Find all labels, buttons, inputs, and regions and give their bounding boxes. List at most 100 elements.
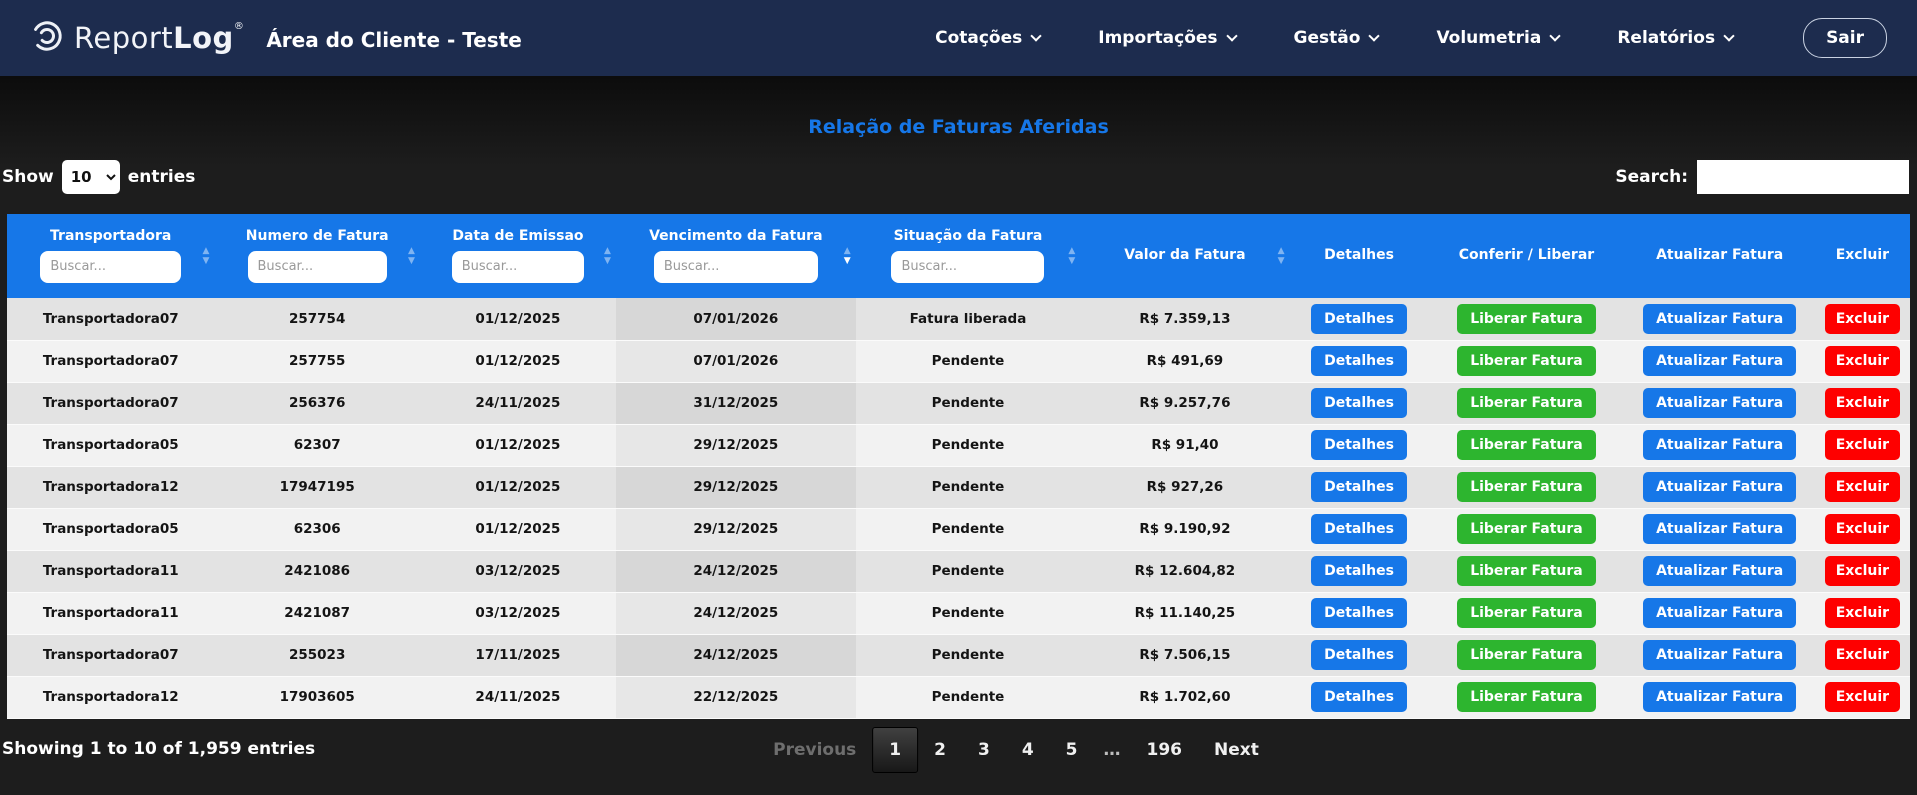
liberar-fatura-button[interactable]: Liberar Fatura	[1457, 472, 1596, 502]
liberar-fatura-button[interactable]: Liberar Fatura	[1457, 514, 1596, 544]
sort-arrows-icon[interactable]: ▲ ▼	[1068, 246, 1076, 266]
column-header-atualizar_fatura: Atualizar Fatura	[1624, 214, 1815, 298]
filter-input-situacao[interactable]	[891, 250, 1045, 283]
nav-item-relatorios[interactable]: Relatórios	[1617, 28, 1735, 48]
detalhes-button[interactable]: Detalhes	[1311, 598, 1407, 628]
liberar-fatura-button[interactable]: Liberar Fatura	[1457, 556, 1596, 586]
sort-arrows-icon[interactable]: ▲ ▼	[843, 246, 851, 266]
cell-action-detalhes: Detalhes	[1289, 340, 1429, 383]
detalhes-button[interactable]: Detalhes	[1311, 346, 1407, 376]
detalhes-button[interactable]: Detalhes	[1311, 640, 1407, 670]
column-header-vencimento[interactable]: Vencimento da Fatura ▲▼	[615, 214, 856, 298]
atualizar-fatura-button[interactable]: Atualizar Fatura	[1643, 346, 1797, 376]
cell-action-liberar: Liberar Fatura	[1428, 676, 1625, 719]
atualizar-fatura-button[interactable]: Atualizar Fatura	[1643, 472, 1797, 502]
filter-input-data_emissao[interactable]	[451, 250, 585, 283]
chevron-down-icon	[1225, 30, 1238, 42]
nav-item-label: Volumetria	[1436, 28, 1542, 48]
liberar-fatura-button[interactable]: Liberar Fatura	[1457, 430, 1596, 460]
nav-item-gestao[interactable]: Gestão	[1294, 28, 1381, 48]
page-title: Área do Cliente - Teste	[266, 27, 522, 52]
cell-transportadora: Transportadora07	[7, 382, 215, 425]
main-content: Relação de Faturas Aferidas Show 10 entr…	[0, 76, 1917, 795]
cell-action-excluir: Excluir	[1814, 424, 1910, 467]
atualizar-fatura-button[interactable]: Atualizar Fatura	[1643, 640, 1797, 670]
filter-input-numero_fatura[interactable]	[247, 250, 387, 283]
detalhes-button[interactable]: Detalhes	[1311, 472, 1407, 502]
liberar-fatura-button[interactable]: Liberar Fatura	[1457, 388, 1596, 418]
sort-arrows-icon[interactable]: ▲ ▼	[604, 246, 611, 266]
cell-transportadora: Transportadora05	[7, 424, 215, 467]
excluir-button[interactable]: Excluir	[1824, 514, 1901, 544]
column-header-transportadora[interactable]: Transportadora ▲▼	[7, 214, 215, 298]
filter-input-vencimento[interactable]	[653, 250, 818, 283]
table-row: Transportadora05 62307 01/12/2025 29/12/202…	[7, 424, 1910, 467]
cell-data_emissao: 01/12/2025	[419, 340, 616, 383]
atualizar-fatura-button[interactable]: Atualizar Fatura	[1643, 556, 1797, 586]
excluir-button[interactable]: Excluir	[1824, 388, 1901, 418]
cell-vencimento: 29/12/2025	[615, 424, 856, 467]
page-length-select[interactable]: 10	[61, 160, 120, 194]
liberar-fatura-button[interactable]: Liberar Fatura	[1457, 640, 1596, 670]
page-button-2[interactable]: 2	[934, 739, 946, 760]
liberar-fatura-button[interactable]: Liberar Fatura	[1457, 598, 1596, 628]
column-header-valor[interactable]: Valor da Fatura ▲ ▼	[1080, 214, 1290, 298]
page-button-3[interactable]: 3	[977, 739, 990, 760]
column-header-situacao[interactable]: Situação da Fatura ▲▼	[855, 214, 1081, 298]
excluir-button[interactable]: Excluir	[1824, 430, 1901, 460]
excluir-button[interactable]: Excluir	[1824, 682, 1901, 712]
atualizar-fatura-button[interactable]: Atualizar Fatura	[1643, 682, 1797, 712]
atualizar-fatura-button[interactable]: Atualizar Fatura	[1643, 303, 1797, 334]
cell-valor: R$ 9.190,92	[1080, 508, 1290, 551]
detalhes-button[interactable]: Detalhes	[1311, 682, 1407, 712]
nav-item-cotacoes[interactable]: Cotações	[935, 28, 1042, 48]
atualizar-fatura-button[interactable]: Atualizar Fatura	[1643, 430, 1797, 460]
excluir-button[interactable]: Excluir	[1824, 346, 1901, 376]
nav-item-importacoes[interactable]: Importações	[1098, 28, 1238, 48]
nav-item-volumetria[interactable]: Volumetria	[1436, 28, 1561, 48]
excluir-button[interactable]: Excluir	[1824, 472, 1901, 502]
detalhes-button[interactable]: Detalhes	[1311, 556, 1407, 586]
liberar-fatura-button[interactable]: Liberar Fatura	[1457, 682, 1596, 712]
excluir-button[interactable]: Excluir	[1824, 556, 1901, 586]
cell-action-detalhes: Detalhes	[1289, 466, 1429, 509]
page-button-1[interactable]: 1	[872, 726, 919, 773]
page-length-control: Show 10 entries	[2, 160, 195, 194]
page-button-5[interactable]: 5	[1065, 739, 1078, 760]
cell-vencimento: 07/01/2026	[615, 340, 856, 383]
cell-action-excluir: Excluir	[1814, 550, 1910, 593]
atualizar-fatura-button[interactable]: Atualizar Fatura	[1643, 514, 1797, 544]
prev-page-button[interactable]: Previous	[773, 739, 857, 760]
showing-entries-text: Showing 1 to 10 of 1,959 entries	[2, 738, 316, 759]
sort-arrows-icon[interactable]: ▲ ▼	[1277, 246, 1285, 266]
sort-arrows-icon[interactable]: ▲ ▼	[408, 246, 415, 266]
excluir-button[interactable]: Excluir	[1824, 598, 1901, 628]
atualizar-fatura-button[interactable]: Atualizar Fatura	[1643, 598, 1797, 628]
next-page-button[interactable]: Next	[1214, 739, 1259, 760]
detalhes-button[interactable]: Detalhes	[1311, 388, 1407, 418]
cell-action-detalhes: Detalhes	[1289, 298, 1429, 341]
cell-vencimento: 29/12/2025	[615, 508, 856, 551]
column-label: Detalhes	[1324, 247, 1394, 263]
filter-input-transportadora[interactable]	[40, 250, 182, 283]
excluir-button[interactable]: Excluir	[1824, 640, 1901, 670]
column-header-data_emissao[interactable]: Data de Emissao ▲▼	[419, 214, 616, 298]
detalhes-button[interactable]: Detalhes	[1311, 303, 1407, 334]
atualizar-fatura-button[interactable]: Atualizar Fatura	[1643, 388, 1797, 418]
cell-situacao: Fatura liberada	[855, 298, 1081, 341]
sort-arrows-icon[interactable]: ▲ ▼	[202, 246, 210, 266]
detalhes-button[interactable]: Detalhes	[1311, 514, 1407, 544]
detalhes-button[interactable]: Detalhes	[1311, 430, 1407, 460]
column-header-numero_fatura[interactable]: Numero de Fatura ▲▼	[214, 214, 420, 298]
liberar-fatura-button[interactable]: Liberar Fatura	[1457, 346, 1596, 376]
search-input[interactable]	[1697, 160, 1909, 194]
page-button-196[interactable]: 196	[1146, 739, 1183, 760]
cell-numero_fatura: 256376	[214, 382, 420, 425]
page-button-4[interactable]: 4	[1021, 739, 1034, 760]
excluir-button[interactable]: Excluir	[1824, 303, 1901, 334]
logout-button[interactable]: Sair	[1803, 18, 1887, 58]
liberar-fatura-button[interactable]: Liberar Fatura	[1457, 303, 1596, 334]
cell-valor: R$ 1.702,60	[1080, 676, 1290, 719]
cell-action-liberar: Liberar Fatura	[1428, 592, 1625, 635]
nav-item-label: Cotações	[935, 28, 1023, 48]
